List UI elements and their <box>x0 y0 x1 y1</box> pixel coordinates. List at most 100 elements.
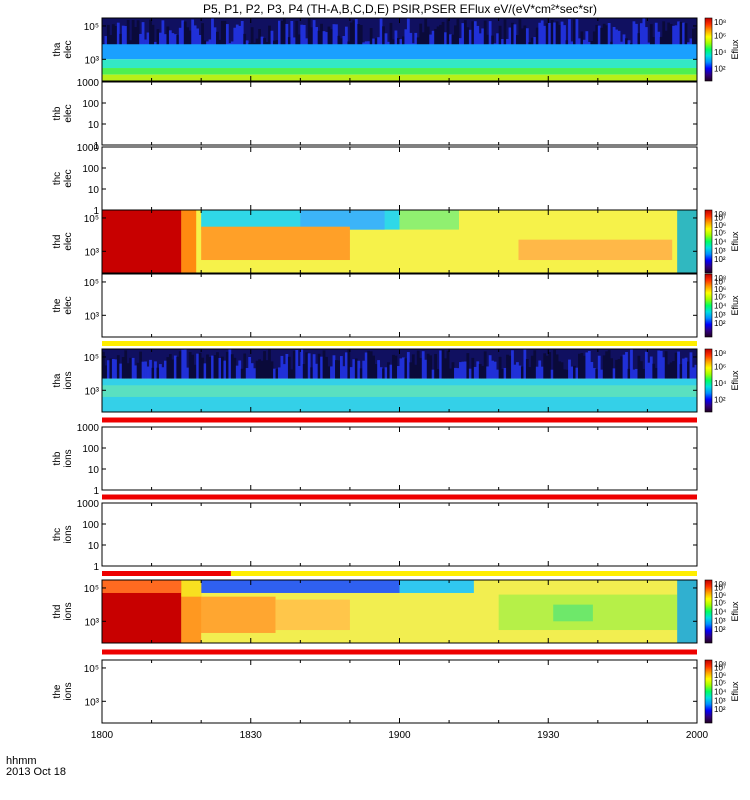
noise-stripe <box>657 31 661 55</box>
noise-stripe <box>543 25 547 55</box>
noise-stripe <box>478 33 482 55</box>
noise-stripe <box>168 354 172 379</box>
y-tick-label: 10³ <box>85 697 100 708</box>
noise-stripe <box>181 349 185 379</box>
colorbar-tick-label: 10² <box>714 64 726 73</box>
noise-stripe <box>434 353 437 379</box>
noise-stripe <box>404 29 408 55</box>
noise-stripe <box>151 24 155 55</box>
noise-stripe <box>548 352 552 379</box>
noise-stripe <box>682 358 685 379</box>
noise-stripe <box>565 369 569 379</box>
noise-stripe <box>602 355 606 379</box>
mode-bars-group <box>102 341 697 655</box>
noise-stripe <box>535 366 539 379</box>
noise-stripe <box>687 361 690 379</box>
noise-stripe <box>538 360 542 379</box>
noise-stripe <box>196 353 199 379</box>
noise-stripe <box>627 368 631 379</box>
noise-stripe <box>677 21 680 55</box>
noise-stripe <box>290 369 294 379</box>
noise-stripe <box>206 354 209 379</box>
y-tick-label: 10³ <box>85 311 100 322</box>
noise-stripe <box>486 366 490 379</box>
noise-stripe <box>654 368 658 379</box>
noise-stripe <box>570 366 574 379</box>
colorbar-tick-label: 10⁴ <box>714 379 727 388</box>
noise-stripe <box>508 27 512 55</box>
noise-stripe <box>573 365 576 379</box>
noise-stripe <box>159 364 162 379</box>
noise-stripe <box>543 353 547 379</box>
y-tick-label: 10⁵ <box>84 353 99 364</box>
noise-stripe <box>171 33 175 55</box>
noise-stripe <box>414 32 418 55</box>
noise-stripe <box>595 369 599 379</box>
noise-stripe <box>280 20 284 55</box>
noise-stripe <box>315 363 318 379</box>
noise-stripe <box>201 357 204 379</box>
colorbar-tick-label: 10² <box>714 625 726 634</box>
noise-stripe <box>483 351 487 379</box>
y-tick-label: 10 <box>88 541 100 552</box>
noise-stripe <box>483 20 487 55</box>
noise-stripe <box>173 355 177 379</box>
noise-stripe <box>320 356 323 379</box>
noise-stripe <box>238 25 242 55</box>
noise-stripe <box>625 352 628 379</box>
noise-stripe <box>429 355 433 379</box>
colorbar-tha-ions <box>704 348 713 413</box>
noise-stripe <box>446 19 450 55</box>
noise-stripe <box>459 362 462 379</box>
x-tick-label: 1830 <box>240 730 263 741</box>
noise-stripe <box>141 22 145 55</box>
noise-stripe <box>233 27 237 55</box>
noise-stripe <box>181 20 185 55</box>
noise-stripe <box>282 364 286 379</box>
colorbar-tick-label: 10⁶ <box>714 285 726 294</box>
noise-stripe <box>359 25 363 55</box>
noise-stripe <box>176 356 180 379</box>
noise-stripe <box>312 20 316 55</box>
noise-stripe <box>193 364 197 379</box>
noise-stripe <box>615 359 618 379</box>
colorbar-tick-label: 10⁵ <box>714 599 726 608</box>
panel-tha-ions: 10⁸ 10⁶ 10⁴ 10² Eflux 10⁵ 10³ thaions <box>52 348 740 413</box>
colorbar-label: Eflux <box>730 295 740 316</box>
y-tick-label: 1000 <box>77 423 100 434</box>
noise-stripe <box>446 350 450 379</box>
noise-stripe <box>659 350 663 379</box>
noise-stripe <box>225 351 229 379</box>
noise-stripe <box>106 360 110 379</box>
noise-stripe <box>491 360 495 379</box>
noise-stripe <box>578 353 581 379</box>
panel-thc-elec: 1000 100 10 1 thcelec <box>52 143 698 217</box>
colorbar-label: Eflux <box>730 231 740 252</box>
colorbar-tick-label: 10³ <box>714 310 726 319</box>
noise-stripe <box>488 355 492 379</box>
noise-stripe <box>245 367 249 379</box>
noise-stripe <box>282 18 286 55</box>
noise-stripe <box>679 21 683 55</box>
noise-stripe <box>203 363 207 379</box>
flux-segment-thd-ions <box>102 580 182 593</box>
colorbar-tick-label: 10⁸ <box>714 18 726 27</box>
noise-stripe <box>436 26 440 55</box>
noise-stripe <box>211 355 214 379</box>
panel-thb-elec: 1000 100 10 1 thbelec <box>52 78 698 152</box>
noise-stripe <box>344 26 348 55</box>
noise-stripe <box>610 358 614 379</box>
noise-stripe <box>652 363 656 379</box>
noise-stripe <box>213 355 217 379</box>
noise-stripe <box>171 359 175 379</box>
noise-stripe <box>384 367 388 379</box>
y-tick-label: 1 <box>93 562 99 573</box>
noise-stripe <box>481 28 485 55</box>
y-axis-label-the-elec: theelec <box>52 296 74 314</box>
noise-stripe <box>312 354 316 379</box>
noise-stripe <box>295 20 299 55</box>
noise-stripe <box>441 21 445 55</box>
noise-stripe <box>520 28 524 55</box>
